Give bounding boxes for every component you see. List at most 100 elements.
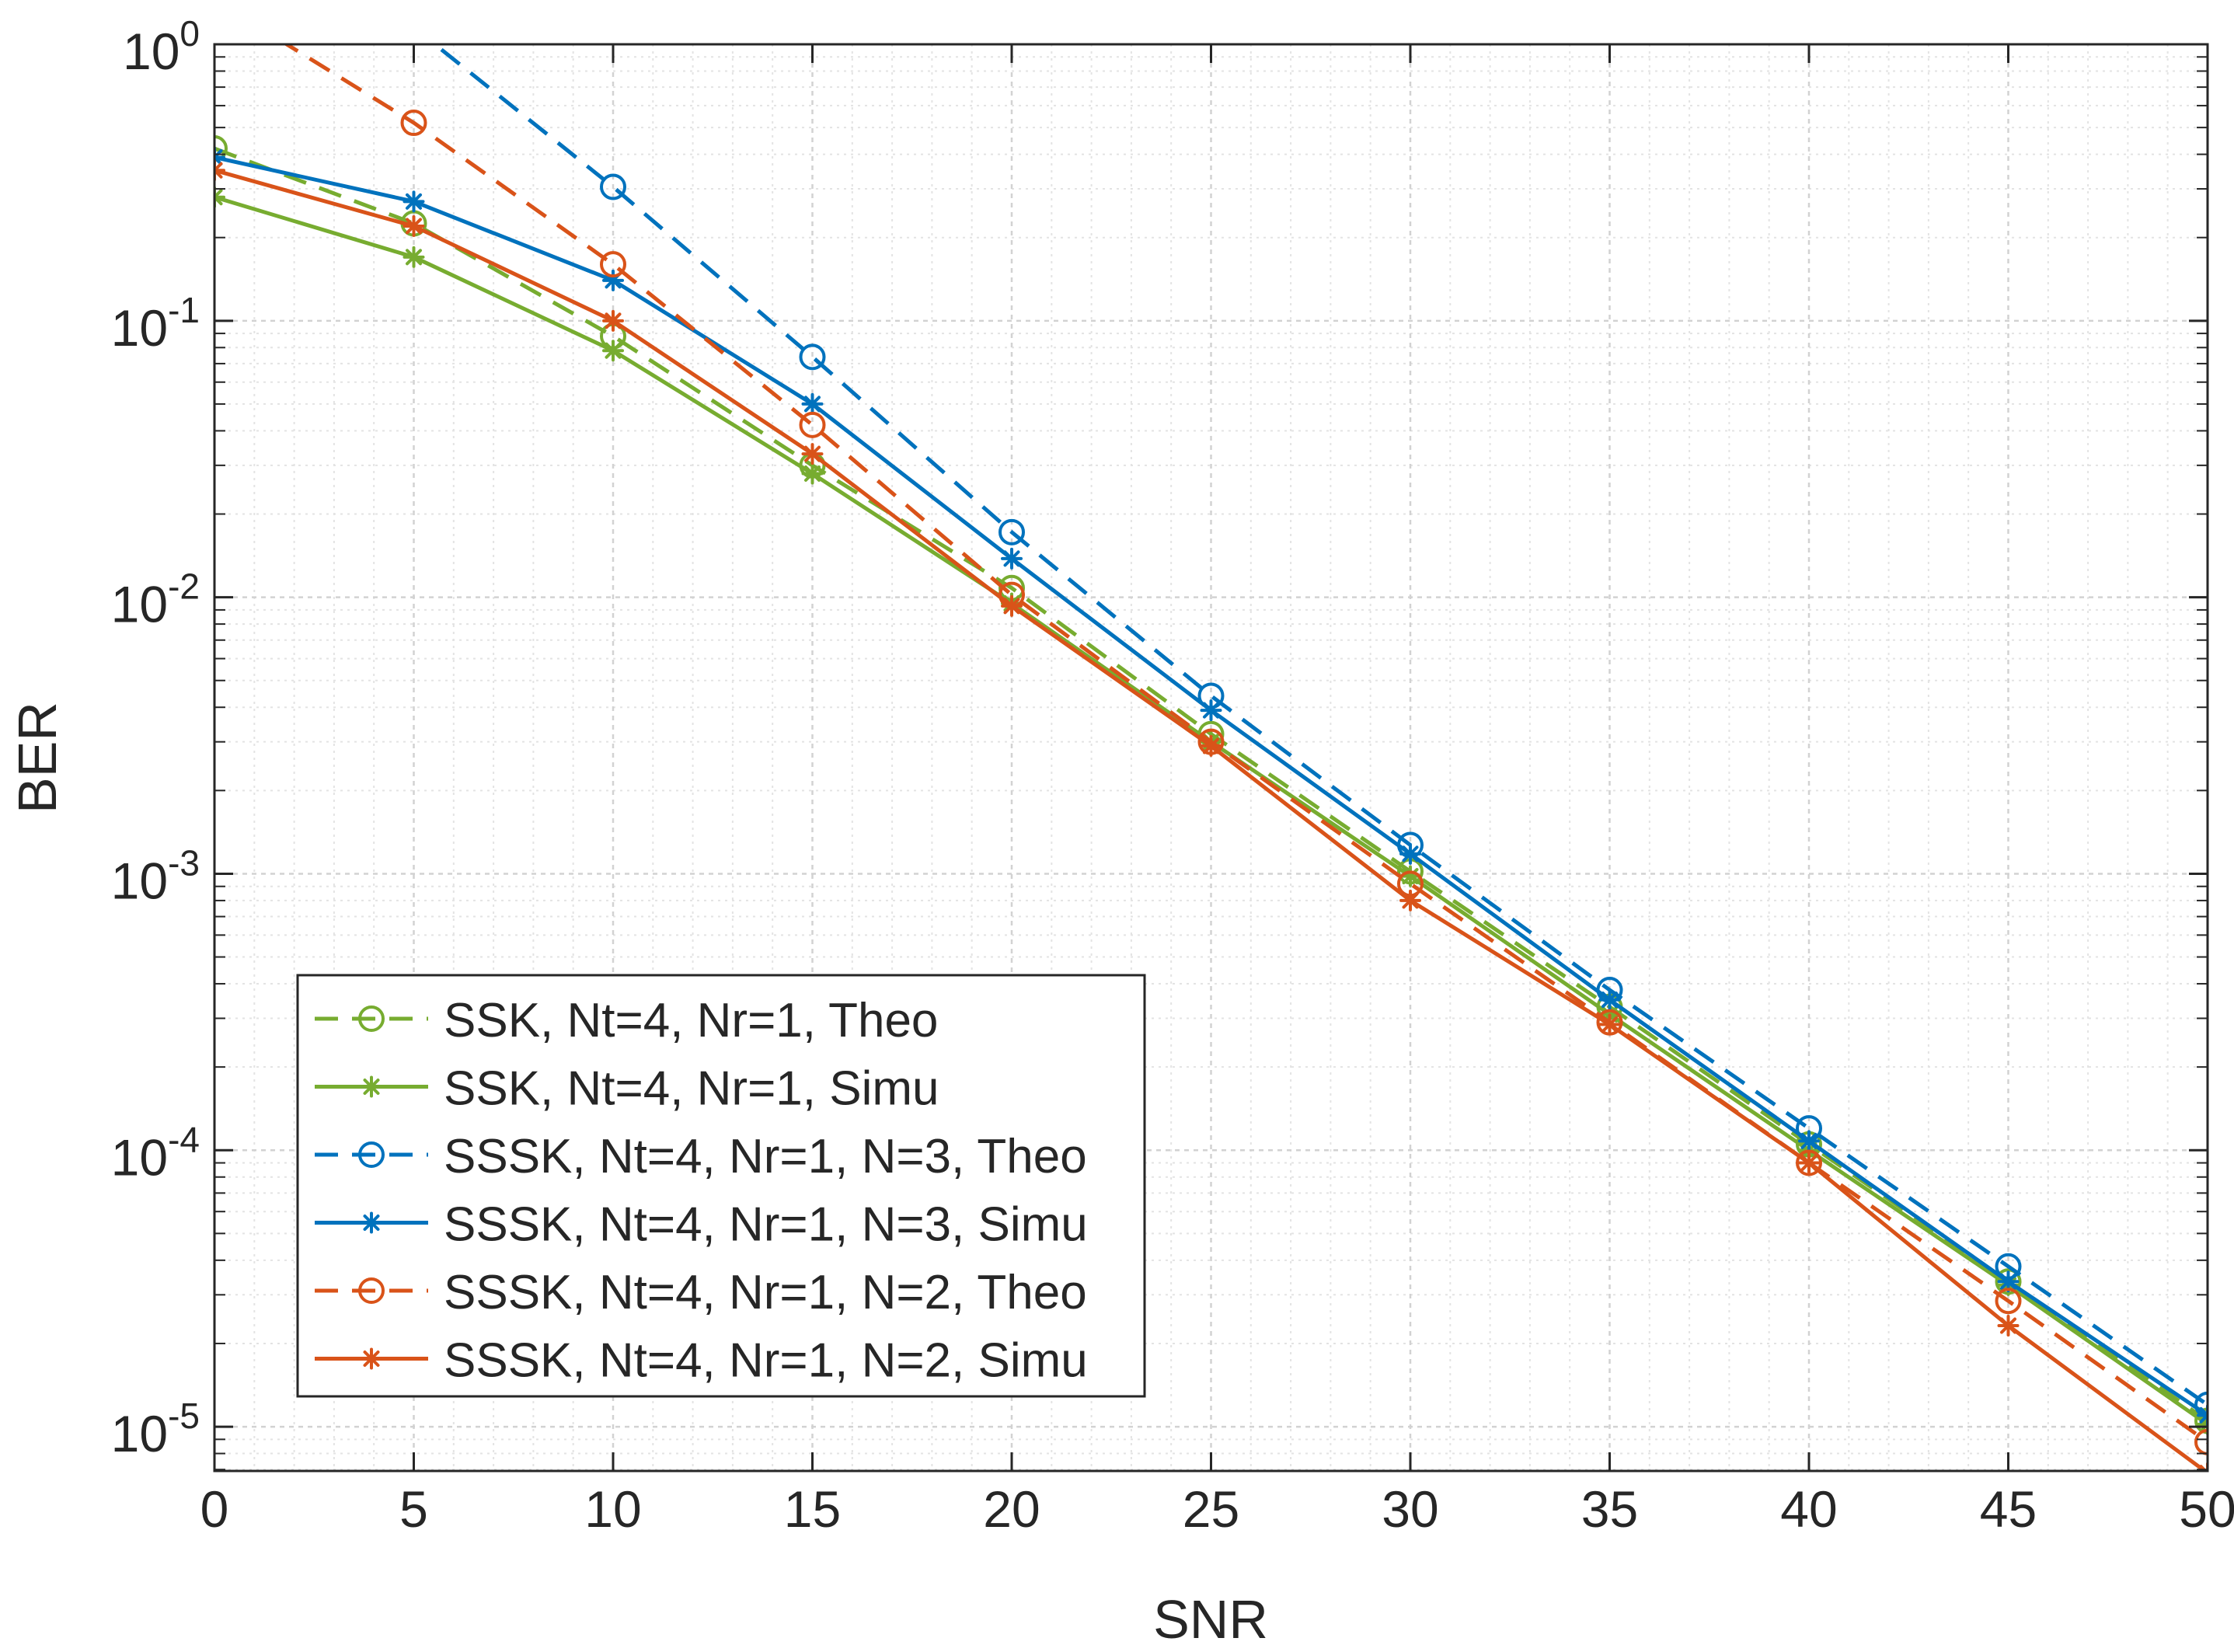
x-tick-label: 50 [2179, 1480, 2234, 1538]
x-tick-label: 5 [399, 1480, 428, 1538]
data-point [1200, 699, 1222, 722]
data-point [799, 343, 826, 371]
star-stroke [804, 465, 821, 483]
data-point [403, 214, 425, 237]
data-point [801, 392, 824, 415]
data-point [1598, 988, 1621, 1011]
data-point [799, 411, 826, 438]
star-stroke [363, 1079, 380, 1095]
star-stroke [1800, 1155, 1818, 1172]
y-tick-label: 10-2 [111, 566, 200, 633]
star-stroke [804, 445, 821, 462]
x-tick-label: 40 [1780, 1480, 1837, 1538]
x-tick-label: 45 [1980, 1480, 2037, 1538]
x-tick-label: 35 [1581, 1480, 1638, 1538]
x-tick-labels: 0 5 10 15 20 25 30 35 40 45 50 [200, 1480, 2234, 1538]
y-tick-exponent: -5 [168, 1396, 200, 1436]
y-tick-base: 100 [123, 13, 200, 80]
data-point [1399, 865, 1421, 887]
data-point [2199, 1462, 2208, 1471]
data-point [1399, 842, 1421, 865]
y-tick-label: 10-4 [111, 1119, 200, 1186]
data-point [1200, 734, 1222, 757]
y-tick-base: 10-3 [111, 842, 200, 909]
data-point [1001, 547, 1023, 570]
y-tick-exponent: -3 [168, 842, 200, 883]
data-point [2194, 1391, 2208, 1418]
axis-ticks [213, 43, 2209, 1471]
series-2 [431, 44, 2208, 1418]
series-3 [214, 146, 2208, 1427]
legend-item: SSSK, Nt=4, Nr=1, N=3, Theo [315, 1130, 1087, 1183]
star-stroke [214, 162, 223, 173]
data-point [801, 462, 824, 485]
legend-item: SSSK, Nt=4, Nr=1, N=3, Simu [315, 1198, 1088, 1252]
data-point [214, 186, 225, 208]
star-stroke [1402, 845, 1419, 863]
star-stroke [2000, 1317, 2016, 1334]
data-point [1798, 1130, 1820, 1152]
legend-label: SSK, Nt=4, Nr=1, Simu [444, 1062, 939, 1116]
data-point [203, 0, 226, 12]
y-tick-base: 10-2 [111, 566, 200, 633]
star-stroke [406, 249, 422, 266]
data-point [600, 251, 626, 278]
data-point [403, 246, 425, 268]
star-stroke [605, 342, 622, 359]
star-stroke [2199, 1465, 2208, 1471]
legend-marker [358, 1141, 385, 1168]
data-point [602, 309, 624, 332]
x-axis-label: SNR [1153, 1589, 1268, 1650]
y-tick-base-text: 10 [111, 852, 168, 909]
series-5 [214, 159, 2208, 1471]
legend: SSK, Nt=4, Nr=1, Theo SSK, Nt=4, Nr=1, Si… [296, 974, 1146, 1398]
star-stroke [214, 168, 223, 179]
legend-label: SSSK, Nt=4, Nr=1, N=2, Simu [444, 1334, 1088, 1388]
data-point [801, 443, 824, 465]
legend-marker [358, 1005, 385, 1032]
legend-item: SSSK, Nt=4, Nr=1, N=2, Simu [315, 1334, 1088, 1388]
data-point [1001, 594, 1023, 617]
y-tick-base-text: 10 [111, 1128, 168, 1186]
data-point [600, 173, 626, 200]
legend-marker [361, 1347, 382, 1370]
data-point [999, 518, 1025, 545]
data-point [2194, 1407, 2208, 1434]
star-stroke [1601, 1016, 1618, 1033]
star-stroke [214, 149, 223, 160]
data-point [1796, 1149, 1822, 1176]
data-point [1598, 1013, 1621, 1036]
star-stroke [2199, 1422, 2208, 1433]
star-stroke [1203, 737, 1219, 755]
star-stroke [804, 396, 821, 413]
legend-item: SSK, Nt=4, Nr=1, Theo [315, 994, 938, 1047]
legend-label: SSSK, Nt=4, Nr=1, N=3, Simu [444, 1198, 1088, 1252]
data-point [214, 159, 225, 182]
y-tick-base-text: 10 [111, 1405, 168, 1462]
y-tick-base-text: 10 [111, 299, 168, 357]
data-point [602, 340, 624, 362]
data-point [400, 110, 427, 137]
y-tick-base-text: 10 [111, 576, 168, 633]
legend-item: SSK, Nt=4, Nr=1, Simu [315, 1062, 939, 1116]
x-tick-label: 20 [983, 1480, 1040, 1538]
data-point [1995, 1288, 2022, 1315]
x-tick-label: 15 [784, 1480, 841, 1538]
star-stroke [1003, 550, 1020, 567]
x-tick-label: 30 [1382, 1480, 1438, 1538]
y-tick-exponent: -1 [168, 290, 200, 330]
legend-marker [358, 1277, 385, 1304]
data-point [214, 146, 225, 169]
legend-marker [361, 1075, 382, 1098]
data-point [1798, 1152, 1820, 1174]
y-tick-label: 10-1 [111, 290, 200, 357]
star-stroke [214, 155, 223, 166]
star-stroke [406, 218, 422, 235]
star-stroke [363, 1215, 380, 1231]
star-stroke [1003, 598, 1020, 615]
y-tick-base: 10-5 [111, 1396, 200, 1462]
star-stroke [2199, 1413, 2208, 1424]
legend-box [296, 974, 1146, 1398]
